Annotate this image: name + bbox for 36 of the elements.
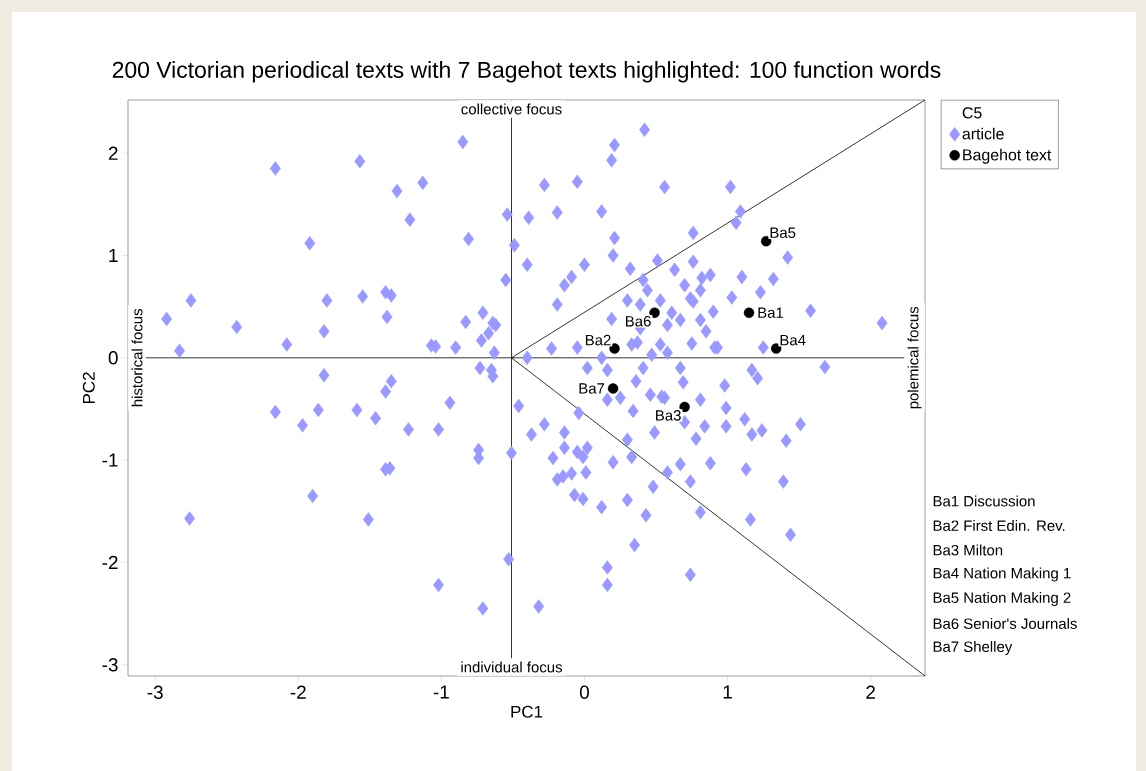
chart-title: 200 Victorian periodical texts with 7 Bagehot texts highlighted: 100 function words xyxy=(112,61,941,83)
text: Ba5 Nation Making 2 xyxy=(933,592,1071,606)
text: Ba6 Senior's Journals xyxy=(933,618,1077,629)
y-tick-label: 0 xyxy=(108,351,118,365)
text: Ba3 Milton xyxy=(933,544,1003,556)
legend-title: C5 xyxy=(962,107,982,119)
annotation: Ba5 xyxy=(770,227,796,238)
text: Ba2 First Edin. Rev. xyxy=(933,520,1065,531)
annotation: Ba1 xyxy=(758,307,784,318)
text: Ba4 Nation Making 1 xyxy=(933,567,1071,582)
annotation: Ba6 xyxy=(626,315,651,327)
x-axis-title: PC1 xyxy=(511,705,543,718)
x-tick-label: 2 xyxy=(866,685,875,699)
annotation: collective focus xyxy=(461,103,562,115)
x-tick-label: -1 xyxy=(433,685,449,699)
y-tick-label: 1 xyxy=(109,248,118,262)
text: Ba7 Shelley xyxy=(933,641,1013,655)
y-axis-title: PC2 xyxy=(82,372,95,404)
y-tick-label: -2 xyxy=(102,555,118,570)
annotation: Ba4 xyxy=(780,334,806,346)
y-tick-label: 2 xyxy=(108,146,118,160)
x-tick-label: 1 xyxy=(723,685,732,699)
annotation: Ba3 xyxy=(656,410,681,421)
annotation: polemical focus xyxy=(907,306,922,409)
x-tick-label: -3 xyxy=(147,685,163,699)
legend-label: article xyxy=(962,127,1004,140)
x-tick-label: -2 xyxy=(290,685,306,699)
x-tick-label: 0 xyxy=(579,685,589,699)
annotation: individual focus xyxy=(461,661,562,673)
y-tick-label: -3 xyxy=(102,658,118,672)
annotation: Ba2 xyxy=(585,334,611,346)
annotation: historical focus xyxy=(131,308,143,407)
text: Ba1 Discussion xyxy=(933,495,1035,507)
y-tick-label: -1 xyxy=(102,453,118,467)
legend-label: Bagehot text xyxy=(963,148,1052,164)
annotation: Ba7 xyxy=(579,383,605,394)
